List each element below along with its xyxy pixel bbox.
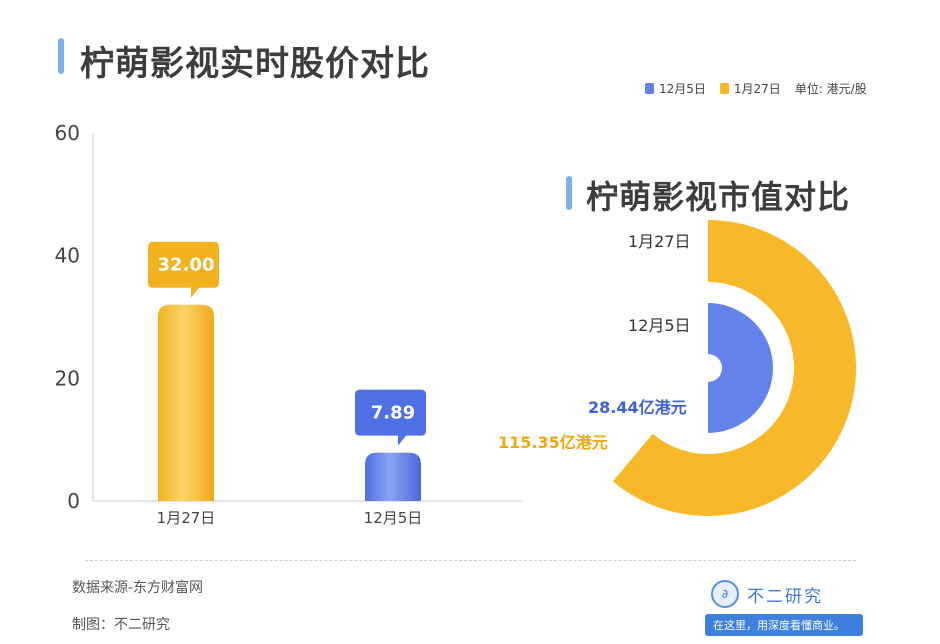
data-label-callout: [148, 241, 219, 298]
donut-title: 柠萌影视市值对比: [586, 178, 851, 216]
footer-divider: [85, 560, 856, 561]
legend-swatch-blue: [645, 83, 654, 94]
donut-title-accent-bar: [566, 176, 572, 210]
charts-canvas: 0 20 40 60 32.00 1月27日 7.89 12月5日 1月27日 115.35亿港…: [55, 121, 856, 527]
y-tick-label: 40: [55, 244, 80, 268]
data-label: 7.89: [371, 403, 415, 424]
brand-logo-icon: ∂: [711, 580, 739, 608]
page-title: 柠萌影视实时股价对比: [80, 44, 430, 84]
data-label-callout: [355, 389, 426, 446]
legend-swatch-gold: [719, 83, 729, 94]
donut-slice-outer: [612, 220, 856, 516]
donut-value-label: 28.44亿港元: [588, 398, 687, 417]
y-tick-label: 20: [55, 366, 80, 390]
bar: [365, 452, 421, 501]
donut-slice-inner: [708, 303, 773, 433]
legend-unit: 单位: 港元/股: [794, 82, 867, 96]
brand-slogan: 在这里，用深度看懂商业。: [705, 614, 863, 636]
bar: [158, 304, 214, 501]
legend-item-dec5: 12月5日: [645, 80, 706, 97]
x-tick-label: 12月5日: [364, 509, 423, 527]
donut-category-label: 1月27日: [628, 232, 691, 251]
legend-item-jan27: 1月27日: [719, 80, 781, 97]
source-note: 数据来源-东方财富网: [72, 580, 204, 596]
credit-note: 制图：不二研究: [72, 617, 170, 633]
data-label: 32.00: [158, 255, 215, 276]
brand-name: 不二研究: [747, 586, 823, 607]
legend-label-jan27: 1月27日: [733, 82, 781, 96]
donut-value-label: 115.35亿港元: [498, 433, 608, 452]
x-tick-label: 1月27日: [157, 509, 216, 527]
y-tick-label: 0: [67, 489, 80, 513]
title-accent-bar: [58, 38, 64, 74]
brand-logo: ∂ 不二研究 在这里，用深度看懂商业。: [705, 580, 863, 636]
legend-label-dec5: 12月5日: [659, 82, 706, 96]
donut-category-label: 12月5日: [628, 316, 691, 335]
legend: 12月5日 1月27日 单位: 港元/股: [645, 80, 867, 97]
y-tick-label: 60: [55, 121, 80, 145]
